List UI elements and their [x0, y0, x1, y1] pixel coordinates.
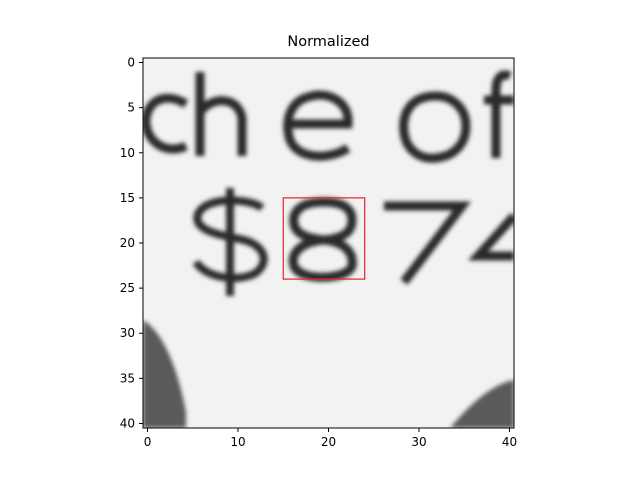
x-tick-label: 30 — [411, 435, 426, 449]
glyph-four — [467, 212, 514, 261]
x-tick-label: 10 — [230, 435, 245, 449]
y-tick-label: 40 — [120, 416, 135, 430]
y-tick-label: 30 — [120, 326, 135, 340]
x-axis-ticks: 0 10 20 30 40 — [144, 428, 517, 449]
text-ink — [143, 70, 514, 428]
y-tick-label: 35 — [120, 371, 135, 385]
x-tick-label: 40 — [502, 435, 517, 449]
y-tick-label: 25 — [120, 281, 135, 295]
glyph-c — [143, 93, 189, 154]
glyph-f — [484, 70, 514, 158]
x-tick-label: 0 — [144, 435, 152, 449]
glyph-h — [195, 72, 247, 156]
glyph-eight — [288, 197, 357, 282]
y-tick-label: 20 — [120, 236, 135, 250]
y-tick-label: 0 — [127, 56, 135, 70]
glyph-o — [399, 91, 471, 163]
highlight-box — [282, 197, 366, 280]
y-tick-label: 15 — [120, 191, 135, 205]
glyph-seven — [384, 201, 472, 285]
y-tick-label: 10 — [120, 146, 135, 160]
pixel-image — [143, 58, 514, 428]
y-tick-label: 5 — [127, 101, 135, 115]
plot-title: Normalized — [287, 34, 370, 50]
x-tick-label: 20 — [321, 435, 336, 449]
smudge-bottom-left — [143, 320, 186, 428]
y-axis-ticks: 0 5 10 15 20 25 30 35 40 — [120, 56, 143, 430]
glyph-dollar — [192, 188, 268, 296]
glyph-e — [283, 90, 353, 161]
smudge-bottom-right — [450, 380, 514, 428]
